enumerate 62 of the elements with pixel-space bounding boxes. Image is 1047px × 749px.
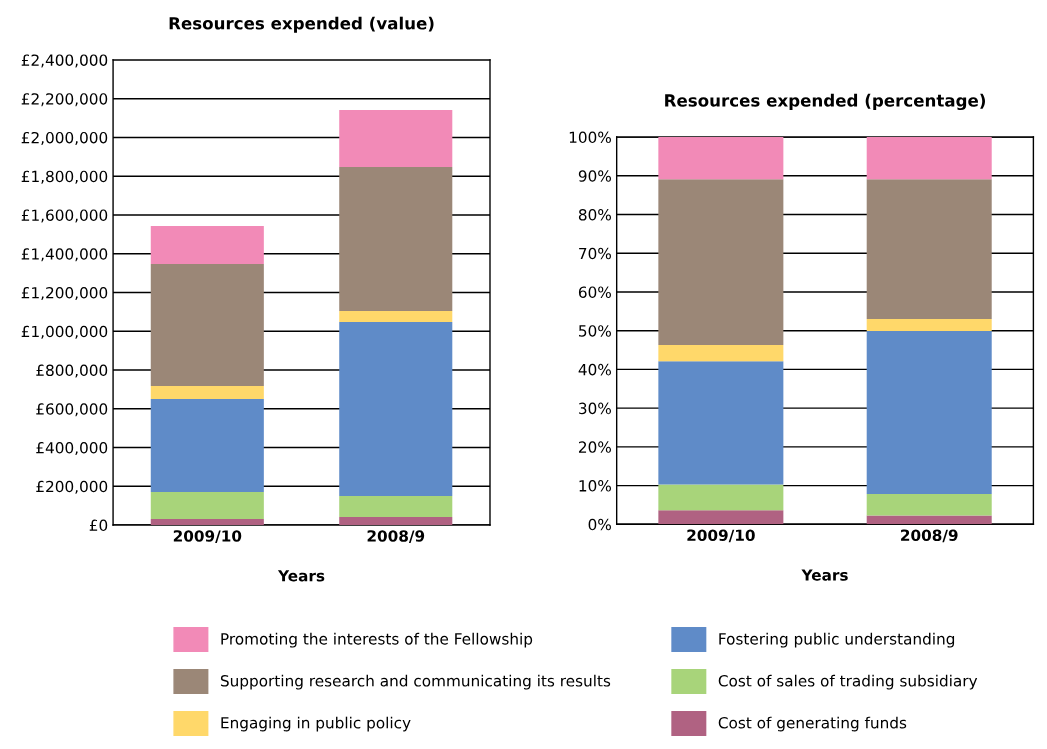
y-tick-label: 100% xyxy=(569,131,611,144)
y-tick-label: 10% xyxy=(579,480,611,492)
bar xyxy=(866,515,992,525)
x-tick-label: 2008/9 xyxy=(901,529,958,543)
legend-label: Supporting research and communicating its results xyxy=(220,674,611,690)
y-tick-label: £200,000 xyxy=(36,480,108,494)
bar xyxy=(866,179,992,320)
bar xyxy=(339,166,453,311)
legend-label: Cost of generating funds xyxy=(718,716,907,732)
y-tick-label: 20% xyxy=(578,441,611,453)
y-tick-label: 50% xyxy=(579,325,611,337)
y-tick-label: 80% xyxy=(578,208,611,221)
bar xyxy=(150,492,264,520)
bar xyxy=(866,494,992,516)
y-tick-label: £0 xyxy=(89,519,108,532)
y-tick-label: £1,600,000 xyxy=(21,209,108,223)
bar xyxy=(339,109,453,167)
bar xyxy=(150,264,264,387)
x-tick-label: 2008/9 xyxy=(367,530,425,543)
x-axis-title: Years xyxy=(801,569,848,581)
bar xyxy=(658,345,784,362)
bar xyxy=(339,517,453,526)
bar xyxy=(150,386,264,400)
bar xyxy=(866,319,992,332)
chart-title: Resources expended (value) xyxy=(169,16,434,33)
bar xyxy=(658,361,784,485)
y-tick-label: £2,200,000 xyxy=(21,93,108,107)
y-tick-label: £1,800,000 xyxy=(21,170,108,184)
bar xyxy=(866,331,992,495)
bar xyxy=(339,310,453,322)
chart-title: Resources expended (percentage) xyxy=(665,93,986,111)
bar xyxy=(150,519,264,526)
legend-label: Cost of sales of trading subsidiary xyxy=(718,674,978,690)
bar xyxy=(339,495,453,518)
bar xyxy=(150,226,264,264)
y-tick-label: 90% xyxy=(578,170,611,182)
legend-label: Engaging in public policy xyxy=(221,716,411,732)
y-tick-label: £400,000 xyxy=(36,441,108,456)
bar xyxy=(658,179,784,346)
y-tick-label: 70% xyxy=(579,247,611,260)
y-tick-label: 40% xyxy=(578,363,611,376)
y-tick-label: £2,000,000 xyxy=(21,131,108,146)
x-tick-label: 2009/10 xyxy=(687,529,755,543)
bar xyxy=(658,137,784,180)
y-tick-label: 0% xyxy=(588,518,611,531)
y-tick-label: £600,000 xyxy=(36,403,108,417)
legend-label: Fostering public understanding xyxy=(719,632,955,648)
y-tick-label: £1,000,000 xyxy=(21,325,108,339)
bar xyxy=(866,137,992,180)
bar xyxy=(339,321,453,496)
y-tick-label: £1,400,000 xyxy=(21,248,108,262)
y-tick-label: £800,000 xyxy=(36,364,108,378)
bar xyxy=(658,510,784,525)
x-tick-label: 2009/10 xyxy=(173,530,242,543)
legend-label: Promoting the interests of the Fellowship xyxy=(221,632,533,648)
x-axis-title: Years xyxy=(277,570,325,582)
bar xyxy=(658,484,784,511)
bar xyxy=(150,399,264,493)
y-tick-label: £2,400,000 xyxy=(21,54,108,68)
y-tick-label: 30% xyxy=(579,402,611,415)
y-tick-label: 60% xyxy=(578,286,611,298)
y-tick-label: £1,200,000 xyxy=(21,286,108,301)
